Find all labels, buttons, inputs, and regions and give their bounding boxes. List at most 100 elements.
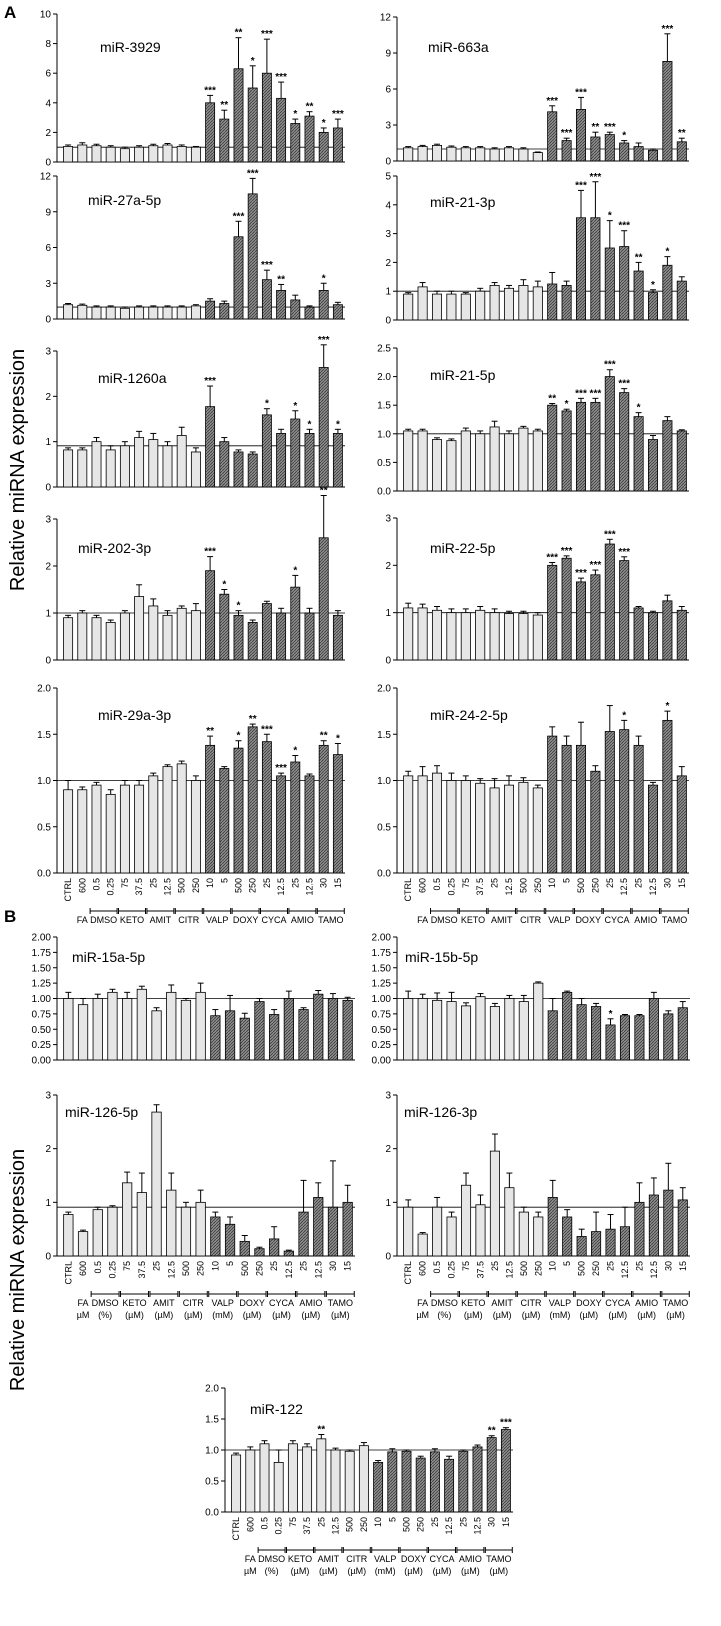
x-group-unit: (µM) [522, 1310, 541, 1320]
y-tick-label: 3 [385, 1091, 391, 1102]
bar [663, 1013, 674, 1061]
significance-label: *** [204, 547, 216, 558]
significance-label: *** [590, 388, 602, 399]
x-group-label: VALP [374, 1554, 396, 1564]
bar [647, 292, 659, 321]
x-group-label: TAMO [328, 1298, 353, 1308]
bar [91, 306, 102, 320]
x-category-label: 30 [319, 878, 329, 888]
x-category-label: CTRL [403, 1261, 413, 1285]
bar [647, 784, 659, 874]
significance-label: ** [592, 122, 600, 133]
bar [431, 144, 443, 162]
x-group-unit: µM [244, 1566, 257, 1576]
x-category-label: 15 [333, 878, 343, 888]
bar [619, 1226, 630, 1257]
x-group-unit: (µM) [464, 1310, 483, 1320]
bar [313, 993, 324, 1061]
bar [107, 1206, 118, 1257]
bar [576, 1004, 587, 1061]
bar [677, 1199, 688, 1257]
significance-label: ** [548, 393, 556, 404]
chart-title: miR-21-3p [430, 194, 496, 210]
x-category-label: 600 [418, 1261, 428, 1276]
bar [318, 537, 329, 661]
bar [662, 600, 673, 661]
bar [605, 1228, 616, 1257]
bar [604, 376, 615, 492]
bar [403, 147, 414, 162]
x-category-label: 250 [533, 878, 543, 893]
bar [219, 441, 230, 488]
significance-label: * [651, 280, 655, 291]
x-group-label: AMIO [635, 1298, 658, 1308]
bar [417, 286, 428, 321]
bar [332, 614, 343, 661]
y-tick-label: 3 [385, 229, 391, 240]
charts-layer: 0246810*********************miR-39290369… [32, 10, 690, 1576]
bar [190, 780, 201, 874]
x-group-label: AMIT [153, 1298, 175, 1308]
x-category-label: 37.5 [475, 1261, 485, 1279]
bar [176, 607, 187, 661]
y-tick-label: 2 [45, 128, 51, 139]
x-category-label: 12.5 [649, 1261, 659, 1279]
bar [532, 152, 543, 162]
x-category-label: 500 [234, 878, 244, 893]
y-tick-label: 0.75 [372, 1009, 392, 1020]
y-axis-title-a: Relative miRNA expression [7, 349, 29, 591]
bar [136, 1192, 147, 1257]
bar [533, 1216, 544, 1257]
x-group-unit: (µM) [433, 1566, 452, 1576]
chart-title: miR-126-5p [65, 1104, 138, 1120]
x-group-label: KETO [122, 1298, 146, 1308]
bar [575, 744, 587, 874]
significance-label: *** [618, 379, 630, 390]
bar [532, 787, 543, 874]
chart-title: miR-1260a [98, 370, 167, 386]
chart-mir-21-5p: 0.00.51.01.52.02.5****** **********miR-21… [377, 344, 689, 498]
y-tick-label: 3 [385, 514, 391, 525]
x-group-unit: (mM) [375, 1566, 396, 1576]
x-category-label: 600 [418, 878, 428, 893]
x-group-unit: µM [77, 1310, 90, 1320]
bar [432, 999, 443, 1061]
y-tick-label: 2.00 [32, 933, 52, 944]
bar [547, 1010, 558, 1061]
significance-label: *** [233, 211, 245, 222]
x-category-label: 500 [519, 1261, 529, 1276]
x-group-unit: (µM) [272, 1310, 291, 1320]
bar [446, 293, 457, 321]
y-tick-label: 1.50 [32, 963, 52, 974]
bar [460, 147, 471, 162]
bar [518, 285, 529, 321]
significance-label: *** [618, 221, 630, 232]
x-category-label: 25 [490, 878, 500, 888]
bar [151, 1111, 162, 1257]
bar [166, 1189, 177, 1257]
bar [166, 991, 177, 1061]
bar [107, 991, 118, 1061]
y-tick-label: 2 [385, 1144, 391, 1155]
x-category-label: 12.5 [648, 878, 658, 896]
x-category-label: 30 [663, 1261, 673, 1271]
x-category-label: 250 [248, 878, 258, 893]
bar [195, 1201, 206, 1257]
bar [254, 1248, 265, 1257]
y-tick-label: 2.00 [372, 933, 392, 944]
bar [162, 144, 173, 163]
bar [590, 217, 601, 321]
x-group-label: AMIO [299, 1298, 322, 1308]
x-category-label: CTRL [63, 1261, 73, 1285]
bar [162, 306, 173, 320]
x-group-label: DMSO [431, 915, 458, 925]
bar [489, 612, 500, 661]
x-group-label: DOXY [401, 1554, 427, 1564]
x-group-label: DMSO [92, 1298, 119, 1308]
y-tick-label: 3 [45, 347, 51, 358]
bar [276, 433, 287, 488]
x-category-label: 600 [77, 878, 87, 893]
x-category-label: 0.25 [447, 1261, 457, 1279]
